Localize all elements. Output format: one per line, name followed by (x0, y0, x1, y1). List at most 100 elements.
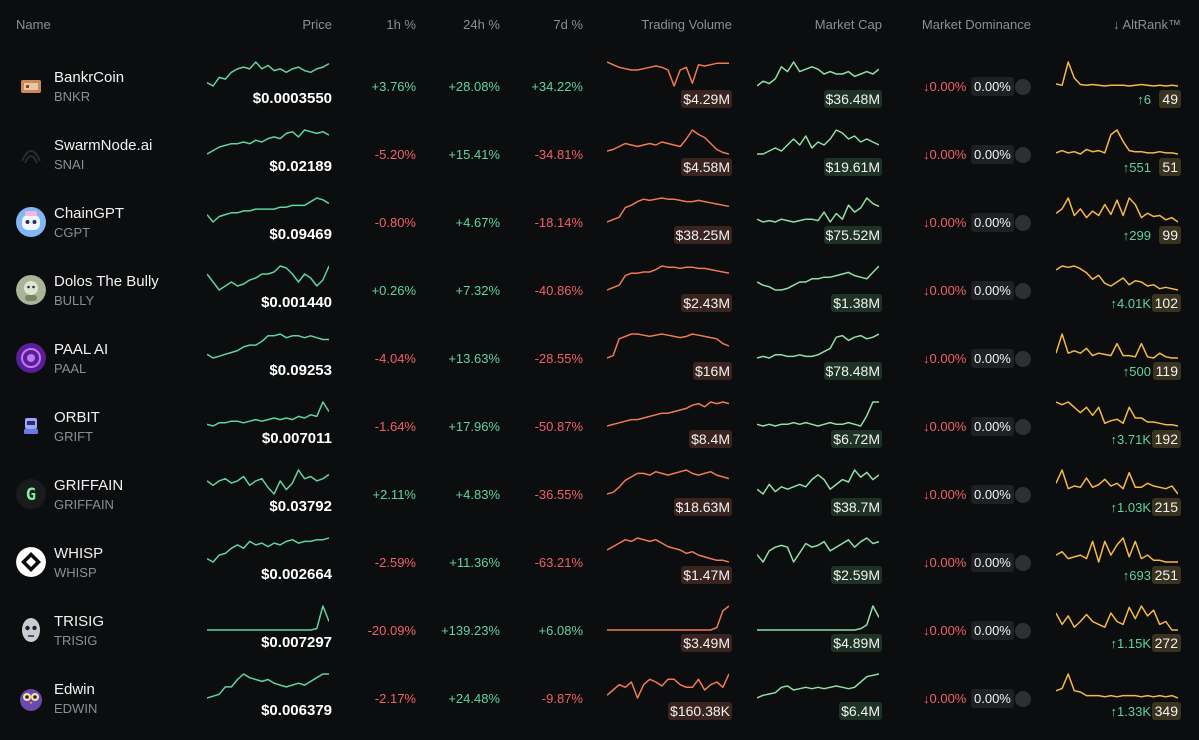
altrank-change: ↑3.71K (1110, 432, 1151, 447)
whisp-logo (16, 547, 46, 577)
altrank-value: 51 (1159, 158, 1181, 176)
dominance-change: ↓0.00% (923, 351, 967, 366)
coin-symbol: EDWIN (54, 701, 98, 716)
altrank-value: 99 (1159, 226, 1181, 244)
market-cap-sparkline (756, 468, 880, 501)
market-cap-sparkline-line (756, 469, 880, 495)
altrank-value: 49 (1159, 90, 1181, 108)
altrank-sparkline (1055, 400, 1179, 433)
table-row[interactable]: Dolos The Bully BULLY $0.001440 +0.26% +7.32… (0, 256, 1199, 324)
change-24h: +17.96% (448, 419, 500, 434)
market-cap: $19.61M (823, 158, 882, 176)
altrank-sparkline (1055, 672, 1179, 705)
price-sparkline-line (206, 469, 330, 495)
price-sparkline-line (206, 61, 330, 87)
dominance-indicator-icon (1015, 487, 1031, 503)
header-market-cap[interactable]: Market Cap (814, 17, 882, 32)
coin-name[interactable]: WHISP (54, 545, 104, 562)
altrank-sparkline-line (1055, 401, 1179, 427)
table-row[interactable]: ChainGPT CGPT $0.09469 -0.80% +4.67% -18.14% $… (0, 188, 1199, 256)
dominance-change: ↓0.00% (923, 283, 967, 298)
altrank-sparkline-line (1055, 61, 1179, 87)
coin-price: $0.0003550 (252, 90, 332, 107)
orbit-logo (16, 411, 46, 441)
volume-sparkline-line (606, 265, 730, 291)
change-1h: -20.09% (367, 623, 416, 638)
altrank-change: ↑1.03K (1110, 500, 1151, 515)
trisig-logo (16, 615, 46, 645)
price-sparkline-line (206, 673, 329, 699)
price-sparkline-line (206, 197, 330, 223)
header-price[interactable]: Price (302, 17, 332, 32)
altrank-sparkline (1055, 128, 1179, 161)
dominance-indicator-icon (1015, 419, 1031, 435)
altrank-sparkline (1055, 196, 1179, 229)
volume-sparkline-line (606, 537, 730, 563)
change-1h: -0.80% (374, 215, 416, 230)
altrank-change: ↑4.01K (1110, 296, 1151, 311)
coin-name[interactable]: PAAL AI (54, 341, 109, 358)
trading-volume: $38.25M (673, 226, 732, 244)
table-row[interactable]: WHISP WHISP $0.002664 -2.59% +11.36% -63.21% $… (0, 528, 1199, 596)
market-dominance: 0.00% (971, 689, 1014, 708)
coin-price: $0.09469 (269, 226, 332, 243)
change-1h: +0.26% (371, 283, 416, 298)
price-sparkline (206, 128, 330, 161)
change-24h: +28.08% (448, 79, 500, 94)
dominance-indicator-icon (1015, 351, 1031, 367)
market-cap-sparkline (757, 128, 880, 161)
coin-price: $0.006379 (261, 702, 332, 719)
dominance-change: ↓0.00% (923, 487, 967, 502)
table-row[interactable]: BankrCoin BNKR $0.0003550 +3.76% +28.08% +34.… (0, 52, 1199, 120)
change-1h: +2.11% (372, 487, 417, 502)
market-cap-sparkline (757, 604, 880, 637)
header-market-dominance[interactable]: Market Dominance (921, 17, 1031, 32)
volume-sparkline (606, 536, 730, 569)
table-row[interactable]: Edwin EDWIN $0.006379 -2.17% +24.48% -9.87% $1… (0, 664, 1199, 732)
header-altrank[interactable]: ↓ AltRank™ (1113, 17, 1181, 32)
edwin-logo (16, 683, 46, 713)
volume-sparkline-line (606, 469, 730, 495)
change-24h: +139.23% (441, 623, 500, 638)
header-7d[interactable]: 7d % (553, 17, 583, 32)
coin-name[interactable]: ChainGPT (54, 205, 125, 222)
coin-name[interactable]: GRIFFAIN (54, 477, 124, 494)
coin-name[interactable]: Dolos The Bully (54, 273, 159, 290)
coin-name[interactable]: SwarmNode.ai (54, 137, 153, 154)
header-24h[interactable]: 24h % (463, 17, 500, 32)
swarmnode-logo (16, 139, 46, 169)
coin-name[interactable]: ORBIT (54, 409, 100, 426)
change-7d: -34.81% (534, 147, 583, 162)
coin-name[interactable]: BankrCoin (54, 69, 125, 86)
table-row[interactable]: SwarmNode.ai SNAI $0.02189 -5.20% +15.41% -34… (0, 120, 1199, 188)
coin-name[interactable]: Edwin (54, 681, 95, 698)
coin-symbol: GRIFFAIN (54, 497, 114, 512)
altrank-change: ↑500 (1122, 364, 1151, 379)
altrank-sparkline-line (1055, 197, 1179, 223)
volume-sparkline-line (607, 605, 730, 631)
altrank-change: ↑693 (1122, 568, 1151, 583)
change-24h: +15.41% (448, 147, 500, 162)
market-cap-sparkline (756, 264, 880, 297)
coin-price: $0.007011 (261, 430, 332, 447)
coin-symbol: BNKR (54, 89, 91, 104)
table-row[interactable]: PAAL AI PAAL $0.09253 -4.04% +13.63% -28.55% $… (0, 324, 1199, 392)
coin-name[interactable]: TRISIG (54, 613, 105, 630)
dominance-change: ↓0.00% (923, 147, 967, 162)
altrank-value: 349 (1151, 702, 1181, 720)
change-7d: -40.86% (534, 283, 583, 298)
coin-symbol: WHISP (54, 565, 97, 580)
market-cap-sparkline-line (756, 61, 880, 87)
header-1h[interactable]: 1h % (386, 17, 416, 32)
table-row[interactable]: ORBIT GRIFT $0.007011 -1.64% +17.96% -50.87% $… (0, 392, 1199, 460)
table-row[interactable]: G GRIFFAIN GRIFFAIN $0.03792 +2.11% +4.83% -36… (0, 460, 1199, 528)
header-name[interactable]: Name (16, 17, 51, 32)
volume-sparkline-line (606, 401, 730, 427)
change-7d: +6.08% (538, 623, 583, 638)
market-dominance: 0.00% (971, 145, 1014, 164)
dominance-indicator-icon (1015, 215, 1031, 231)
altrank-change: ↑1.15K (1110, 636, 1151, 651)
table-row[interactable]: TRISIG TRISIG $0.007297 -20.09% +139.23% +6.0… (0, 596, 1199, 664)
header-trading-volume[interactable]: Trading Volume (641, 17, 732, 32)
change-7d: -50.87% (534, 419, 583, 434)
